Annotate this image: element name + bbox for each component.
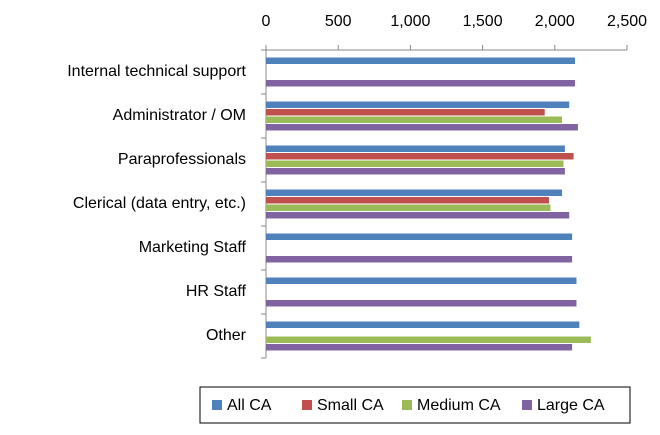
y-tick-label: Other <box>206 327 247 344</box>
bar <box>266 101 570 108</box>
bar <box>266 300 577 307</box>
x-tick-label: 500 <box>325 13 352 30</box>
bar <box>266 153 574 160</box>
bar <box>266 344 573 351</box>
bar <box>266 256 573 263</box>
y-tick-label: HR Staff <box>186 283 247 300</box>
bar <box>266 321 580 328</box>
legend-swatch <box>302 400 312 410</box>
bar <box>266 168 565 175</box>
bar <box>266 160 564 167</box>
bar <box>266 116 563 123</box>
bar <box>266 233 573 240</box>
y-tick-label: Marketing Staff <box>139 239 247 256</box>
bar <box>266 336 591 343</box>
bar <box>266 212 570 219</box>
y-tick-label: Internal technical support <box>67 63 246 80</box>
bar <box>266 124 578 131</box>
legend-swatch <box>522 400 532 410</box>
legend-label: Medium CA <box>417 397 501 414</box>
legend-swatch <box>402 400 412 410</box>
bar <box>266 204 551 211</box>
legend-box <box>199 386 631 424</box>
bar <box>266 277 577 284</box>
y-tick-label: Administrator / OM <box>113 107 246 124</box>
bar <box>266 197 550 204</box>
bar <box>266 189 563 196</box>
x-tick-label: 2,500 <box>607 13 647 30</box>
x-tick-label: 1,000 <box>390 13 430 30</box>
bar <box>266 109 545 116</box>
legend-label: Large CA <box>537 397 605 414</box>
legend-label: All CA <box>227 397 272 414</box>
bar <box>266 145 565 152</box>
x-tick-label: 0 <box>262 13 271 30</box>
y-tick-label: Clerical (data entry, etc.) <box>73 195 246 212</box>
x-tick-label: 1,500 <box>463 13 503 30</box>
legend-swatch <box>212 400 222 410</box>
bar <box>266 57 576 64</box>
x-tick-label: 2,000 <box>535 13 575 30</box>
legend-label: Small CA <box>317 397 384 414</box>
bar <box>266 80 576 87</box>
y-tick-label: Paraprofessionals <box>118 151 246 168</box>
